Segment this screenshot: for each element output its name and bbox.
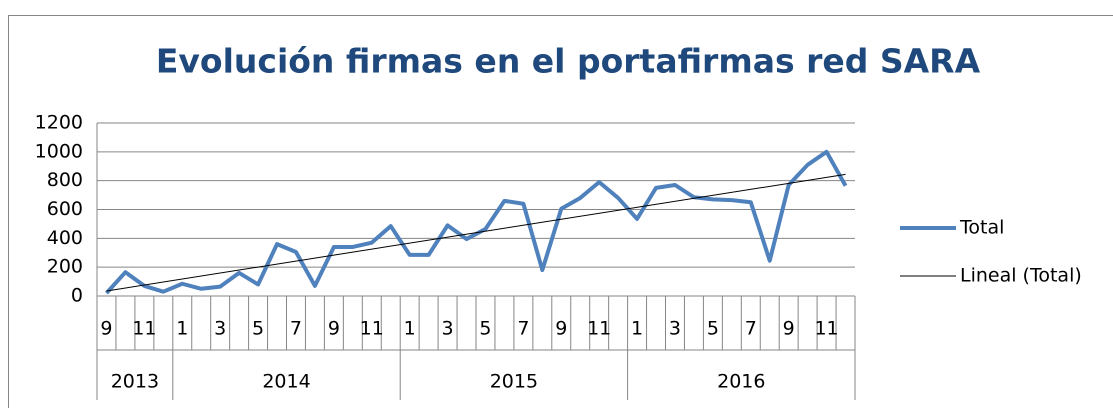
x-tick-label: 7 xyxy=(745,318,757,340)
y-tick-label: 1200 xyxy=(35,112,83,134)
y-tick-label: 0 xyxy=(71,285,83,307)
x-tick-label: 11 xyxy=(132,318,156,340)
legend-label: Lineal (Total) xyxy=(960,265,1082,287)
y-tick-label: 800 xyxy=(47,169,83,191)
year-label: 2016 xyxy=(717,371,765,393)
x-tick-label: 11 xyxy=(587,318,611,340)
x-tick-label: 3 xyxy=(214,318,226,340)
x-tick-label: 11 xyxy=(814,318,838,340)
x-tick-label: 9 xyxy=(783,318,795,340)
x-tick-label: 3 xyxy=(669,318,681,340)
chart-title: Evolución firmas en el portafirmas red S… xyxy=(156,42,981,81)
y-tick-label: 200 xyxy=(47,256,83,278)
x-tick-label: 1 xyxy=(176,318,188,340)
x-tick-label: 9 xyxy=(328,318,340,340)
x-tick-label: 5 xyxy=(252,318,264,340)
legend-label: Total xyxy=(959,217,1004,239)
year-label: 2015 xyxy=(490,371,538,393)
y-tick-label: 400 xyxy=(47,227,83,249)
x-tick-label: 9 xyxy=(555,318,567,340)
x-tick-label: 11 xyxy=(360,318,384,340)
x-tick-label: 1 xyxy=(631,318,643,340)
x-tick-label: 5 xyxy=(707,318,719,340)
x-tick-label: 1 xyxy=(404,318,416,340)
y-tick-label: 1000 xyxy=(35,140,83,162)
x-tick-label: 7 xyxy=(290,318,302,340)
x-tick-label: 7 xyxy=(517,318,529,340)
year-label: 2013 xyxy=(111,371,159,393)
year-label: 2014 xyxy=(262,371,310,393)
x-tick-label: 9 xyxy=(100,318,112,340)
y-tick-label: 600 xyxy=(47,198,83,220)
x-tick-label: 5 xyxy=(479,318,491,340)
x-tick-label: 3 xyxy=(442,318,454,340)
